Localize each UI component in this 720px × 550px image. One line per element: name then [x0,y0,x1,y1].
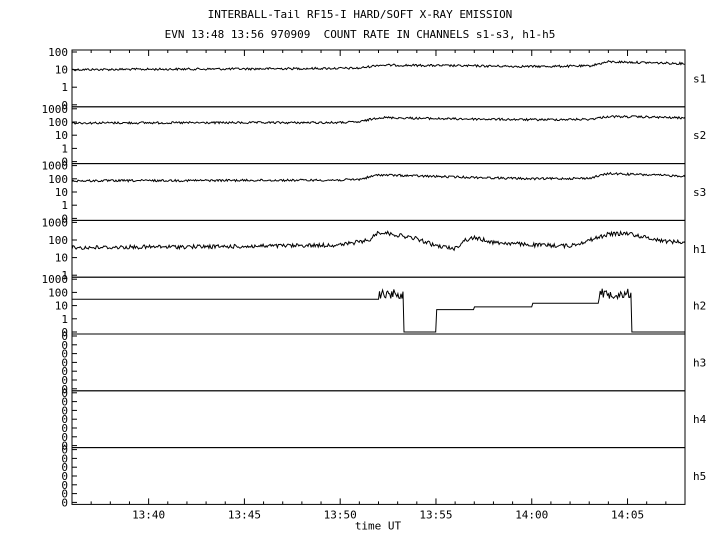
panel-frame-s1 [71,49,686,108]
x-tick-label: 13:50 [324,508,357,521]
y-tick-label-h1: 10 [55,252,68,265]
y-tick-label-h2: 100 [48,286,68,299]
panel-frame-s3 [71,163,686,221]
panel-label-h1: h1 [693,243,706,256]
y-tick-label-s1: 0 [61,99,68,112]
series-line-h2 [72,288,685,333]
y-tick-label-h5: 0 [61,461,68,474]
y-tick-label-s3: 100 [48,173,68,186]
y-tick-label-h5: 0 [61,488,68,501]
y-tick-label-h4: 0 [61,404,68,417]
y-tick-label-h3: 0 [61,356,68,369]
y-tick-label-h5: 0 [61,496,68,509]
x-tick-label: 14:00 [515,508,548,521]
y-tick-label-h4: 0 [61,440,68,453]
y-tick-label-h4: 0 [61,396,68,409]
y-tick-label-s3: 0 [61,212,68,225]
y-tick-label-h5: 0 [61,479,68,492]
y-tick-label-s1: 1 [61,81,68,94]
y-tick-label-h4: 0 [61,431,68,444]
panel-label-s2: s2 [693,129,706,142]
series-line-h1 [71,229,686,252]
y-tick-label-h3: 0 [61,339,68,352]
x-axis-label: time UT [355,519,402,532]
panel-frame-s2 [71,106,686,165]
series-line-s1 [71,60,686,72]
y-tick-label-h3: 0 [61,374,68,387]
panel-frame-h5 [71,447,686,505]
y-tick-label-h2: 1000 [42,273,69,286]
x-tick-label: 13:40 [132,508,165,521]
panel-frame-h1 [71,219,686,278]
y-tick-label-h3: 0 [61,383,68,396]
y-tick-label-h1: 100 [48,234,68,247]
y-tick-label-s1: 10 [55,64,68,77]
panel-label-s3: s3 [693,186,706,199]
y-tick-label-s2: 1 [61,142,68,155]
chart-title: INTERBALL-Tail RF15-I HARD/SOFT X-RAY EM… [207,8,513,21]
panel-label-h2: h2 [693,300,706,313]
y-tick-label-s2: 10 [55,129,68,142]
y-tick-label-s3: 1 [61,199,68,212]
y-tick-label-h3: 0 [61,330,68,343]
y-tick-label-s3: 10 [55,186,68,199]
y-tick-label-h4: 0 [61,413,68,426]
y-tick-label-h4: 0 [61,422,68,435]
panel-label-h5: h5 [693,470,706,483]
panel-label-h3: h3 [693,356,706,369]
y-tick-label-h5: 0 [61,470,68,483]
y-tick-label-s3: 1000 [42,160,69,173]
y-tick-label-s1: 100 [48,46,68,59]
y-tick-label-h3: 0 [61,365,68,378]
y-tick-label-h5: 0 [61,452,68,465]
panel-label-h4: h4 [693,413,707,426]
panel-frame-h4 [71,390,686,449]
y-tick-label-h5: 0 [61,444,68,457]
x-tick-label: 13:55 [419,508,452,521]
y-tick-label-h2: 0 [61,326,68,339]
series-line-s3 [71,171,686,183]
y-tick-label-s2: 1000 [42,103,69,116]
x-tick-label: 14:05 [611,508,644,521]
panel-frame-h2 [71,276,686,335]
y-tick-label-h2: 1 [61,313,68,326]
y-tick-label-h3: 0 [61,348,68,361]
chart-subtitle: EVN 13:48 13:56 970909 COUNT RATE IN CHA… [164,28,556,41]
y-tick-label-s2: 0 [61,156,68,169]
panel-frame-h3 [71,333,686,392]
panel-label-s1: s1 [693,72,706,85]
y-tick-label-h1: 1 [61,269,68,282]
y-tick-label-h2: 10 [55,300,68,313]
y-tick-label-s2: 100 [48,116,68,129]
y-tick-label-h1: 1000 [42,216,69,229]
series-line-s2 [71,115,686,125]
x-tick-label: 13:45 [228,508,261,521]
y-tick-label-h4: 0 [61,387,68,400]
